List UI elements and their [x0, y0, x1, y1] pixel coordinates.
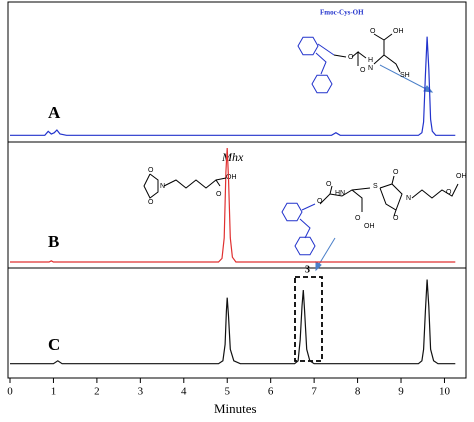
atom-label: OH [456, 173, 467, 180]
atom-label: O [148, 167, 154, 174]
peak-label: 3 [305, 264, 310, 275]
x-tick-label: 6 [268, 386, 274, 398]
bond [143, 173, 159, 199]
bond [315, 52, 327, 75]
x-tick-label: 5 [224, 386, 230, 398]
atom-label: O [348, 54, 354, 61]
bond [299, 218, 311, 239]
bond [317, 43, 335, 56]
panel-label: A [48, 103, 61, 122]
atom-label: O [393, 215, 399, 222]
atom-label: O [446, 189, 452, 196]
trace [10, 147, 456, 263]
x-tick-label: 7 [311, 386, 317, 398]
atom-label: SH [400, 72, 410, 79]
bond [393, 209, 397, 217]
atom-label: H [368, 57, 373, 64]
x-tick-label: 3 [138, 386, 144, 398]
atom-label: O [393, 169, 399, 176]
bond [383, 54, 401, 73]
atom-label: OH [226, 174, 237, 181]
structure-name: Fmoc-Cys-OH [320, 9, 364, 17]
atom-label: O [148, 199, 154, 206]
bond [411, 183, 459, 199]
atom-label: OH [393, 28, 404, 35]
bond [301, 203, 316, 211]
trace [10, 279, 456, 365]
atom-label: OH [364, 223, 375, 230]
ring [297, 36, 319, 56]
atom-label: O [355, 215, 361, 222]
peak-box [294, 276, 323, 362]
bond [333, 54, 347, 58]
bond [373, 33, 385, 65]
x-tick-label: 0 [7, 386, 13, 398]
x-tick-label: 2 [94, 386, 100, 398]
ring [294, 236, 316, 256]
x-axis-title: Minutes [214, 401, 257, 416]
bond [383, 33, 393, 41]
bond [379, 183, 403, 211]
x-tick-label: 9 [398, 386, 404, 398]
atom-label: N [368, 65, 373, 72]
atom-label: O [216, 191, 222, 198]
bond [215, 177, 227, 181]
bond [163, 179, 221, 189]
bond [391, 175, 395, 185]
bond [351, 187, 371, 191]
atom-label: N [160, 183, 165, 190]
bond [357, 51, 367, 59]
trace [10, 36, 456, 136]
atom-label: O [317, 198, 323, 205]
panel-label: B [48, 232, 59, 251]
x-tick-label: 10 [439, 386, 451, 398]
ring [281, 202, 303, 222]
structure-name: Mhx [221, 150, 244, 164]
panel-label: C [48, 335, 60, 354]
ring [311, 74, 333, 94]
x-tick-label: 1 [51, 386, 57, 398]
atom-label: N [406, 195, 411, 202]
x-tick-label: 4 [181, 386, 187, 398]
arrows [315, 64, 434, 272]
plot-frame [7, 1, 467, 379]
atom-label: O [326, 181, 332, 188]
atom-label: S [373, 183, 378, 190]
atom-label: HN [335, 190, 345, 197]
atom-label: O [370, 28, 376, 35]
atom-label: O [360, 67, 366, 74]
x-tick-label: 8 [355, 386, 361, 398]
